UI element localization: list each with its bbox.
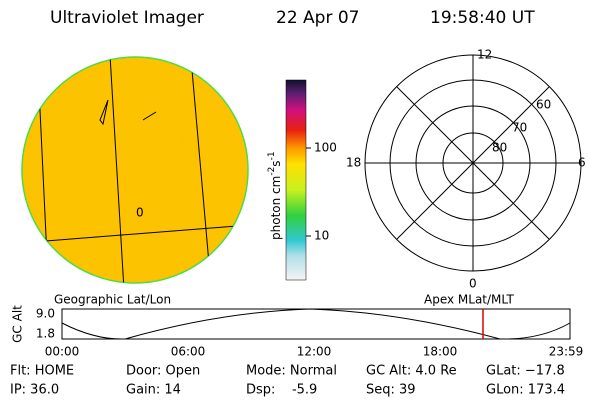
colorbar: 100 10 photon cm-2s-1 <box>267 79 337 281</box>
colorbar-tick-label: 10 <box>314 229 329 243</box>
time-tick-label: 23:59 <box>549 345 584 359</box>
footer-field: GC Alt: 4.0 Re <box>366 364 457 379</box>
ring-label: 60 <box>536 98 551 112</box>
colorbar-label: photon cm-2s-1 <box>267 151 283 240</box>
time-tick-label: 18:00 <box>423 345 458 359</box>
footer-field: Seq: 39 <box>366 383 416 398</box>
footer-field: Door: Open <box>126 364 200 379</box>
colorbar-scale <box>285 79 307 281</box>
polar-label: 12 <box>477 48 492 62</box>
ring-label: 70 <box>512 121 527 135</box>
footer: Flt: HOME Door: Open Mode: Normal GC Alt: 4… <box>10 364 565 398</box>
unit: photon cm <box>269 176 283 240</box>
footer-field: GLat: −17.8 <box>486 364 565 379</box>
footer-field: Flt: HOME <box>10 364 74 379</box>
footer-field: Mode: Normal <box>246 364 337 379</box>
altitude-plot: GC Alt 9.0 1.8 00:00 06:00 12:00 18:00 23:59 <box>11 305 584 359</box>
footer-field: Gain: 14 <box>126 383 181 398</box>
header: Ultraviolet Imager 22 Apr 07 19:58:40 UT <box>50 8 535 28</box>
time-tick-label: 12:00 <box>297 345 332 359</box>
ring-label: 80 <box>492 141 507 155</box>
altitude-curve <box>61 308 571 340</box>
image-texture <box>22 57 248 283</box>
date: 22 Apr 07 <box>276 8 359 28</box>
time-tick-label: 00:00 <box>45 345 80 359</box>
altitude-tick: 9.0 <box>36 307 55 321</box>
footer-field: IP: 36.0 <box>10 383 59 398</box>
footer-field: GLon: 173.4 <box>486 383 565 398</box>
polar-plot <box>364 54 582 272</box>
exponent: -1 <box>267 151 277 160</box>
polar-label: 6 <box>578 156 586 170</box>
altitude-axis-label: GC Alt <box>11 305 25 343</box>
image: 0 Geographic Lat/Lon <box>21 56 249 307</box>
polar-label: 18 <box>346 156 361 170</box>
polar-label: 0 <box>469 277 477 291</box>
time: 19:58:40 UT <box>430 8 535 28</box>
image-label-left: Geographic Lat/Lon <box>54 293 171 307</box>
image-label-right: Apex MLat/MLT <box>424 293 514 307</box>
unit: s <box>269 160 283 166</box>
svg-text:0: 0 <box>136 206 144 220</box>
time-tick-label: 06:00 <box>171 345 206 359</box>
exponent: -2 <box>267 167 277 176</box>
plot-frame <box>61 308 571 340</box>
title: Ultraviolet Imager <box>50 8 204 28</box>
colorbar-tick-label: 100 <box>314 141 337 155</box>
footer-field: Dsp: -5.9 <box>246 383 317 398</box>
altitude-tick: 1.8 <box>36 327 55 341</box>
